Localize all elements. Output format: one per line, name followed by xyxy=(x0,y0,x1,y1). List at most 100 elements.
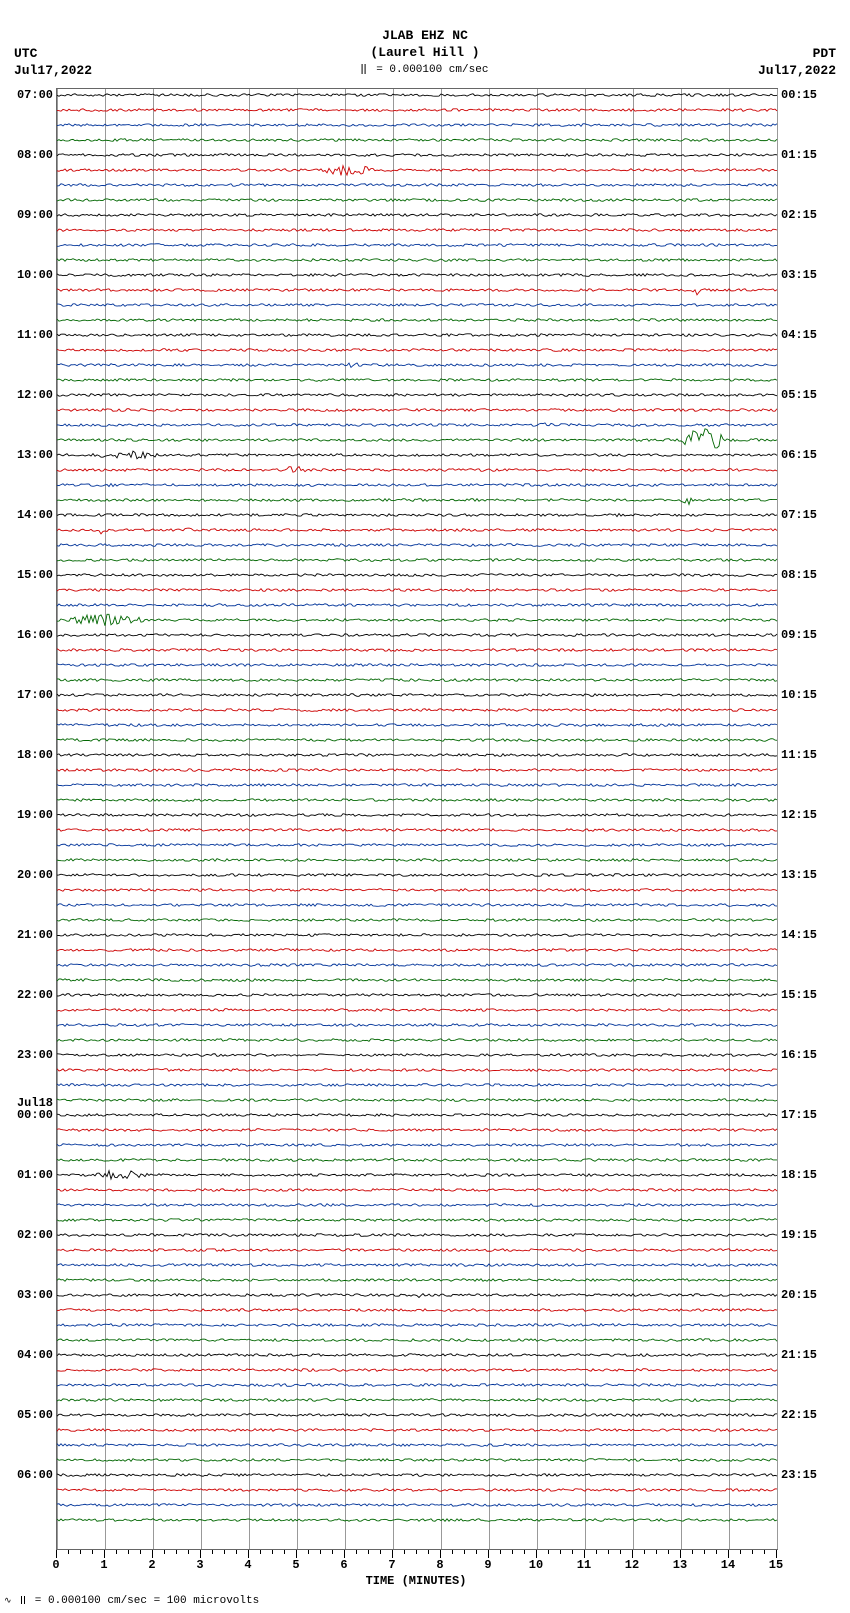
ylabel-left: 15:00 xyxy=(17,568,57,582)
xtick-minor xyxy=(380,1550,381,1554)
xtick-minor xyxy=(80,1550,81,1554)
xtick-major xyxy=(104,1550,105,1558)
ylabel-right: 14:15 xyxy=(777,928,817,942)
scale-bar-tick xyxy=(362,64,366,74)
xtick-minor xyxy=(224,1550,225,1554)
xtick-minor xyxy=(260,1550,261,1554)
xtick-label: 12 xyxy=(625,1558,639,1572)
ylabel-left: 21:00 xyxy=(17,928,57,942)
ylabel-left: 19:00 xyxy=(17,808,57,822)
xtick-label: 9 xyxy=(484,1558,491,1572)
ylabel-right: 06:15 xyxy=(777,448,817,462)
x-axis: TIME (MINUTES) 0123456789101112131415 xyxy=(56,1548,776,1588)
ylabel-left: 12:00 xyxy=(17,388,57,402)
header: JLAB EHZ NC (Laurel Hill ) xyxy=(0,28,850,62)
ylabel-right: 05:15 xyxy=(777,388,817,402)
xtick-minor xyxy=(752,1550,753,1554)
ylabel-left: 11:00 xyxy=(17,328,57,342)
helicorder-plot: 07:0008:0009:0010:0011:0012:0013:0014:00… xyxy=(56,88,778,1550)
ylabel-left: 09:00 xyxy=(17,208,57,222)
xtick-minor xyxy=(308,1550,309,1554)
xtick-label: 2 xyxy=(148,1558,155,1572)
xtick-major xyxy=(200,1550,201,1558)
ylabel-right: 04:15 xyxy=(777,328,817,342)
xtick-major xyxy=(632,1550,633,1558)
ylabel-left: 04:00 xyxy=(17,1348,57,1362)
xtick-label: 7 xyxy=(388,1558,395,1572)
xtick-minor xyxy=(692,1550,693,1554)
ylabel-left: 10:00 xyxy=(17,268,57,282)
xtick-minor xyxy=(764,1550,765,1554)
day-separator: Jul18 xyxy=(17,1096,57,1110)
ylabel-right: 08:15 xyxy=(777,568,817,582)
ylabel-left: 03:00 xyxy=(17,1288,57,1302)
ylabel-left: 07:00 xyxy=(17,88,57,102)
xtick-label: 4 xyxy=(244,1558,251,1572)
xtick-minor xyxy=(608,1550,609,1554)
ylabel-left: 00:00 xyxy=(17,1108,57,1122)
ylabel-left: 05:00 xyxy=(17,1408,57,1422)
xtick-minor xyxy=(284,1550,285,1554)
ylabel-left: 22:00 xyxy=(17,988,57,1002)
ylabel-left: 16:00 xyxy=(17,628,57,642)
xtick-label: 13 xyxy=(673,1558,687,1572)
ylabel-left: 17:00 xyxy=(17,688,57,702)
footer-tick xyxy=(21,1596,25,1604)
xtick-minor xyxy=(644,1550,645,1554)
xtick-label: 3 xyxy=(196,1558,203,1572)
xtick-minor xyxy=(176,1550,177,1554)
ylabel-left: 01:00 xyxy=(17,1168,57,1182)
xtick-major xyxy=(344,1550,345,1558)
ylabel-right: 23:15 xyxy=(777,1468,817,1482)
xtick-major xyxy=(296,1550,297,1558)
tz-left-zone: UTC xyxy=(14,46,92,63)
xtick-label: 0 xyxy=(52,1558,59,1572)
xtick-minor xyxy=(212,1550,213,1554)
xtick-major xyxy=(56,1550,57,1558)
ylabel-right: 19:15 xyxy=(777,1228,817,1242)
xtick-minor xyxy=(68,1550,69,1554)
xtick-minor xyxy=(416,1550,417,1554)
xtick-minor xyxy=(512,1550,513,1554)
tz-right-zone: PDT xyxy=(758,46,836,63)
ylabel-left: 06:00 xyxy=(17,1468,57,1482)
ylabel-right: 20:15 xyxy=(777,1288,817,1302)
xtick-minor xyxy=(428,1550,429,1554)
xtick-minor xyxy=(716,1550,717,1554)
ylabel-right: 00:15 xyxy=(777,88,817,102)
ylabel-right: 15:15 xyxy=(777,988,817,1002)
xtick-major xyxy=(248,1550,249,1558)
xtick-minor xyxy=(524,1550,525,1554)
xtick-label: 6 xyxy=(340,1558,347,1572)
xtick-minor xyxy=(464,1550,465,1554)
xtick-minor xyxy=(236,1550,237,1554)
ylabel-left: 14:00 xyxy=(17,508,57,522)
xtick-minor xyxy=(320,1550,321,1554)
ylabel-right: 02:15 xyxy=(777,208,817,222)
xtick-major xyxy=(776,1550,777,1558)
ylabel-left: 23:00 xyxy=(17,1048,57,1062)
station-location: (Laurel Hill ) xyxy=(0,45,850,62)
xtick-minor xyxy=(140,1550,141,1554)
xtick-minor xyxy=(188,1550,189,1554)
xtick-label: 11 xyxy=(577,1558,591,1572)
ylabel-left: 13:00 xyxy=(17,448,57,462)
xtick-minor xyxy=(116,1550,117,1554)
xtick-minor xyxy=(596,1550,597,1554)
xtick-major xyxy=(536,1550,537,1558)
x-axis-label: TIME (MINUTES) xyxy=(56,1574,776,1588)
ylabel-left: 18:00 xyxy=(17,748,57,762)
xtick-label: 1 xyxy=(100,1558,107,1572)
ylabel-right: 21:15 xyxy=(777,1348,817,1362)
ylabel-right: 10:15 xyxy=(777,688,817,702)
footer-scale: ∿ = 0.000100 cm/sec = 100 microvolts xyxy=(4,1595,259,1607)
ylabel-right: 12:15 xyxy=(777,808,817,822)
xtick-minor xyxy=(560,1550,561,1554)
xtick-major xyxy=(392,1550,393,1558)
ylabel-right: 16:15 xyxy=(777,1048,817,1062)
ylabel-right: 22:15 xyxy=(777,1408,817,1422)
xtick-minor xyxy=(332,1550,333,1554)
ylabel-right: 18:15 xyxy=(777,1168,817,1182)
xtick-major xyxy=(728,1550,729,1558)
page: JLAB EHZ NC (Laurel Hill ) UTC Jul17,202… xyxy=(0,0,850,1613)
